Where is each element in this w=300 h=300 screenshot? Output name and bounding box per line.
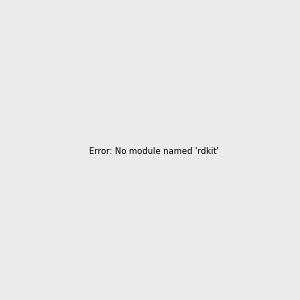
Text: Error: No module named 'rdkit': Error: No module named 'rdkit' (89, 147, 219, 156)
